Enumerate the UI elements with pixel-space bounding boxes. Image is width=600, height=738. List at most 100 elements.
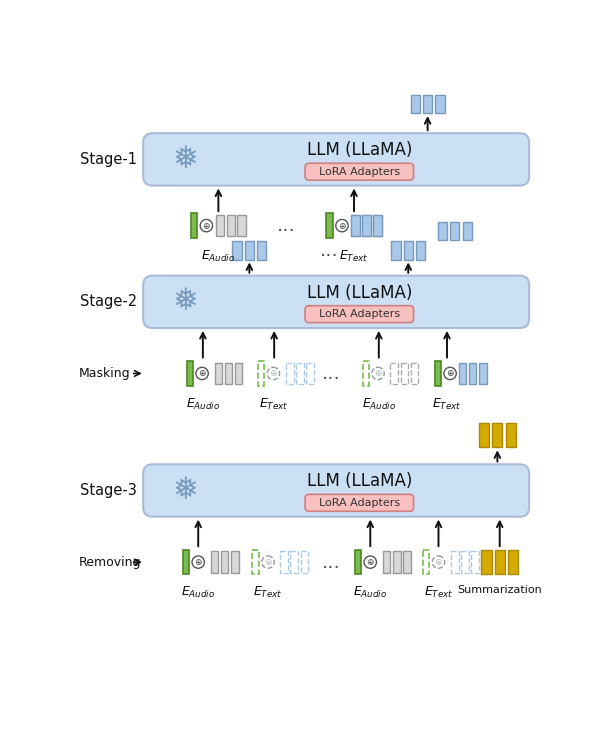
Bar bbox=[215, 362, 222, 384]
Bar bbox=[211, 551, 218, 573]
Bar bbox=[224, 362, 232, 384]
Bar bbox=[301, 551, 308, 573]
Bar bbox=[450, 222, 460, 241]
Bar bbox=[245, 241, 254, 260]
Bar bbox=[373, 215, 382, 236]
Bar bbox=[290, 551, 298, 573]
Bar bbox=[257, 241, 266, 260]
Text: $\oplus$: $\oplus$ bbox=[194, 557, 203, 567]
Text: ...: ... bbox=[322, 364, 340, 383]
Text: LLM (LLaMA): LLM (LLaMA) bbox=[307, 141, 412, 159]
Bar bbox=[423, 94, 432, 113]
Bar bbox=[471, 551, 479, 573]
Bar bbox=[227, 215, 235, 236]
Text: ...: ... bbox=[320, 241, 338, 260]
Text: $E_{Audio}$: $E_{Audio}$ bbox=[185, 396, 220, 412]
Text: $\oplus$: $\oplus$ bbox=[434, 557, 443, 567]
Bar bbox=[221, 551, 229, 573]
Bar bbox=[306, 362, 314, 384]
Bar bbox=[410, 362, 418, 384]
Bar bbox=[362, 215, 371, 236]
Bar bbox=[362, 215, 371, 236]
Bar bbox=[296, 362, 304, 384]
Bar bbox=[355, 550, 361, 574]
Bar bbox=[215, 215, 224, 236]
Bar bbox=[393, 551, 401, 573]
Text: $\oplus$: $\oplus$ bbox=[338, 221, 346, 230]
Text: LLM (LLaMA): LLM (LLaMA) bbox=[307, 283, 412, 302]
Text: $\oplus$: $\oplus$ bbox=[269, 368, 278, 379]
Bar bbox=[258, 361, 264, 386]
Bar bbox=[191, 213, 197, 238]
Text: $E_{Text}$: $E_{Text}$ bbox=[339, 249, 369, 263]
Bar bbox=[362, 361, 369, 386]
Bar bbox=[238, 215, 246, 236]
Circle shape bbox=[432, 556, 445, 568]
Circle shape bbox=[200, 219, 212, 232]
Text: ❅: ❅ bbox=[173, 476, 199, 505]
Bar bbox=[451, 551, 458, 573]
Bar bbox=[286, 362, 293, 384]
Text: $E_{Audio}$: $E_{Audio}$ bbox=[353, 585, 388, 600]
Bar bbox=[479, 362, 487, 384]
Bar bbox=[401, 362, 408, 384]
Text: $E_{Audio}$: $E_{Audio}$ bbox=[201, 249, 236, 263]
Text: $E_{Text}$: $E_{Text}$ bbox=[432, 396, 462, 412]
Bar bbox=[493, 423, 502, 447]
Bar bbox=[508, 550, 518, 574]
Bar bbox=[481, 550, 491, 574]
Text: ...: ... bbox=[277, 216, 295, 235]
Text: ❅: ❅ bbox=[173, 287, 199, 317]
Bar bbox=[187, 361, 193, 386]
Text: Stage-2: Stage-2 bbox=[80, 294, 137, 309]
Bar bbox=[436, 94, 445, 113]
Text: Stage-1: Stage-1 bbox=[80, 152, 137, 167]
Circle shape bbox=[336, 219, 348, 232]
Circle shape bbox=[267, 368, 280, 379]
Bar bbox=[383, 551, 391, 573]
Text: $E_{Text}$: $E_{Text}$ bbox=[253, 585, 283, 600]
Bar bbox=[391, 362, 398, 384]
FancyBboxPatch shape bbox=[143, 464, 529, 517]
Text: Stage-3: Stage-3 bbox=[80, 483, 137, 498]
Text: $E_{Text}$: $E_{Text}$ bbox=[259, 396, 289, 412]
Bar bbox=[494, 550, 505, 574]
Text: $E_{Audio}$: $E_{Audio}$ bbox=[181, 585, 215, 600]
Text: Summarization: Summarization bbox=[457, 585, 542, 596]
Bar bbox=[326, 213, 332, 238]
Text: ❅: ❅ bbox=[173, 145, 199, 174]
Circle shape bbox=[196, 368, 208, 379]
FancyBboxPatch shape bbox=[305, 494, 413, 511]
Bar bbox=[391, 241, 401, 260]
Text: $\oplus$: $\oplus$ bbox=[202, 221, 211, 230]
Bar bbox=[403, 551, 410, 573]
Bar bbox=[253, 550, 259, 574]
Bar bbox=[404, 241, 413, 260]
Bar bbox=[183, 550, 189, 574]
FancyBboxPatch shape bbox=[143, 134, 529, 185]
Text: $\oplus$: $\oplus$ bbox=[374, 368, 382, 379]
Bar bbox=[438, 222, 447, 241]
Text: $E_{Audio}$: $E_{Audio}$ bbox=[362, 396, 396, 412]
Bar bbox=[469, 362, 476, 384]
Text: $\oplus$: $\oplus$ bbox=[198, 368, 206, 379]
Bar bbox=[458, 362, 466, 384]
Text: LoRA Adapters: LoRA Adapters bbox=[319, 498, 400, 508]
Bar bbox=[461, 551, 469, 573]
Bar bbox=[351, 215, 360, 236]
Circle shape bbox=[364, 556, 376, 568]
Circle shape bbox=[192, 556, 205, 568]
Circle shape bbox=[372, 368, 384, 379]
Bar bbox=[280, 551, 288, 573]
Text: Masking: Masking bbox=[79, 367, 131, 380]
Bar bbox=[235, 362, 242, 384]
Text: LLM (LLaMA): LLM (LLaMA) bbox=[307, 472, 412, 490]
Text: $E_{Text}$: $E_{Text}$ bbox=[424, 585, 453, 600]
Text: LoRA Adapters: LoRA Adapters bbox=[319, 167, 400, 176]
Circle shape bbox=[444, 368, 457, 379]
Bar bbox=[434, 361, 441, 386]
Bar bbox=[410, 94, 420, 113]
Text: LoRA Adapters: LoRA Adapters bbox=[319, 309, 400, 319]
Text: Removing: Removing bbox=[79, 556, 142, 568]
Bar bbox=[232, 241, 242, 260]
